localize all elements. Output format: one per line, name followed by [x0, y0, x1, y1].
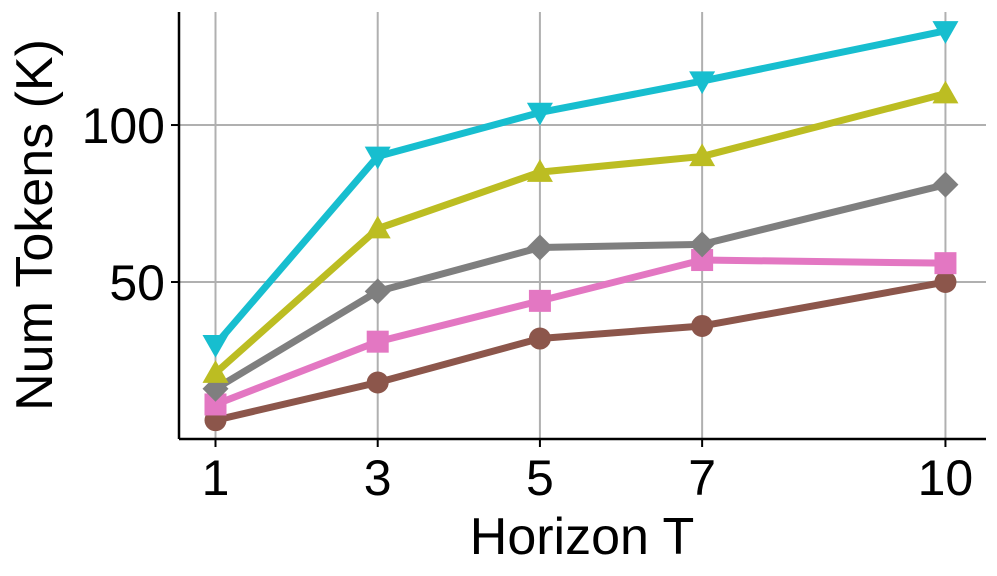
data-point — [932, 171, 959, 198]
data-point — [366, 371, 389, 394]
y-tick-label: 50 — [109, 255, 165, 311]
axes — [177, 12, 986, 441]
data-point — [528, 327, 551, 350]
x-tick-label: 3 — [364, 450, 392, 506]
data-point — [934, 271, 957, 294]
data-point — [689, 231, 716, 258]
data-point — [202, 360, 229, 383]
data-point — [689, 143, 716, 167]
data-point — [932, 80, 959, 104]
series-square — [204, 249, 957, 416]
series-triangle-down — [202, 21, 959, 358]
data-point — [691, 249, 714, 272]
data-point — [689, 71, 716, 95]
series-circle — [204, 271, 957, 432]
data-point — [366, 330, 389, 353]
data-point — [202, 335, 229, 358]
data-point — [934, 252, 957, 275]
series-group — [202, 21, 959, 432]
data-point — [364, 146, 391, 170]
tick-labels: 1 3 5 7 10 50 100 — [82, 98, 974, 506]
x-tick-label: 7 — [688, 450, 716, 506]
data-point — [932, 21, 959, 44]
data-point — [364, 278, 391, 305]
series-line — [211, 27, 949, 349]
data-point — [204, 393, 227, 416]
data-point — [526, 159, 553, 182]
x-tick-label: 5 — [526, 450, 554, 506]
y-axis-label: Num Tokens (K) — [6, 39, 64, 411]
data-point — [526, 234, 553, 261]
series-line — [211, 278, 949, 424]
y-tick-label: 100 — [82, 98, 165, 154]
data-point — [526, 102, 553, 126]
data-point — [691, 314, 714, 337]
series-triangle-up — [202, 80, 959, 383]
x-tick-label: 1 — [202, 450, 230, 506]
data-point — [364, 215, 391, 239]
data-point — [528, 289, 551, 312]
series-line — [211, 90, 949, 377]
x-axis-label: Horizon T — [470, 508, 694, 566]
x-tick-label: 10 — [918, 450, 974, 506]
